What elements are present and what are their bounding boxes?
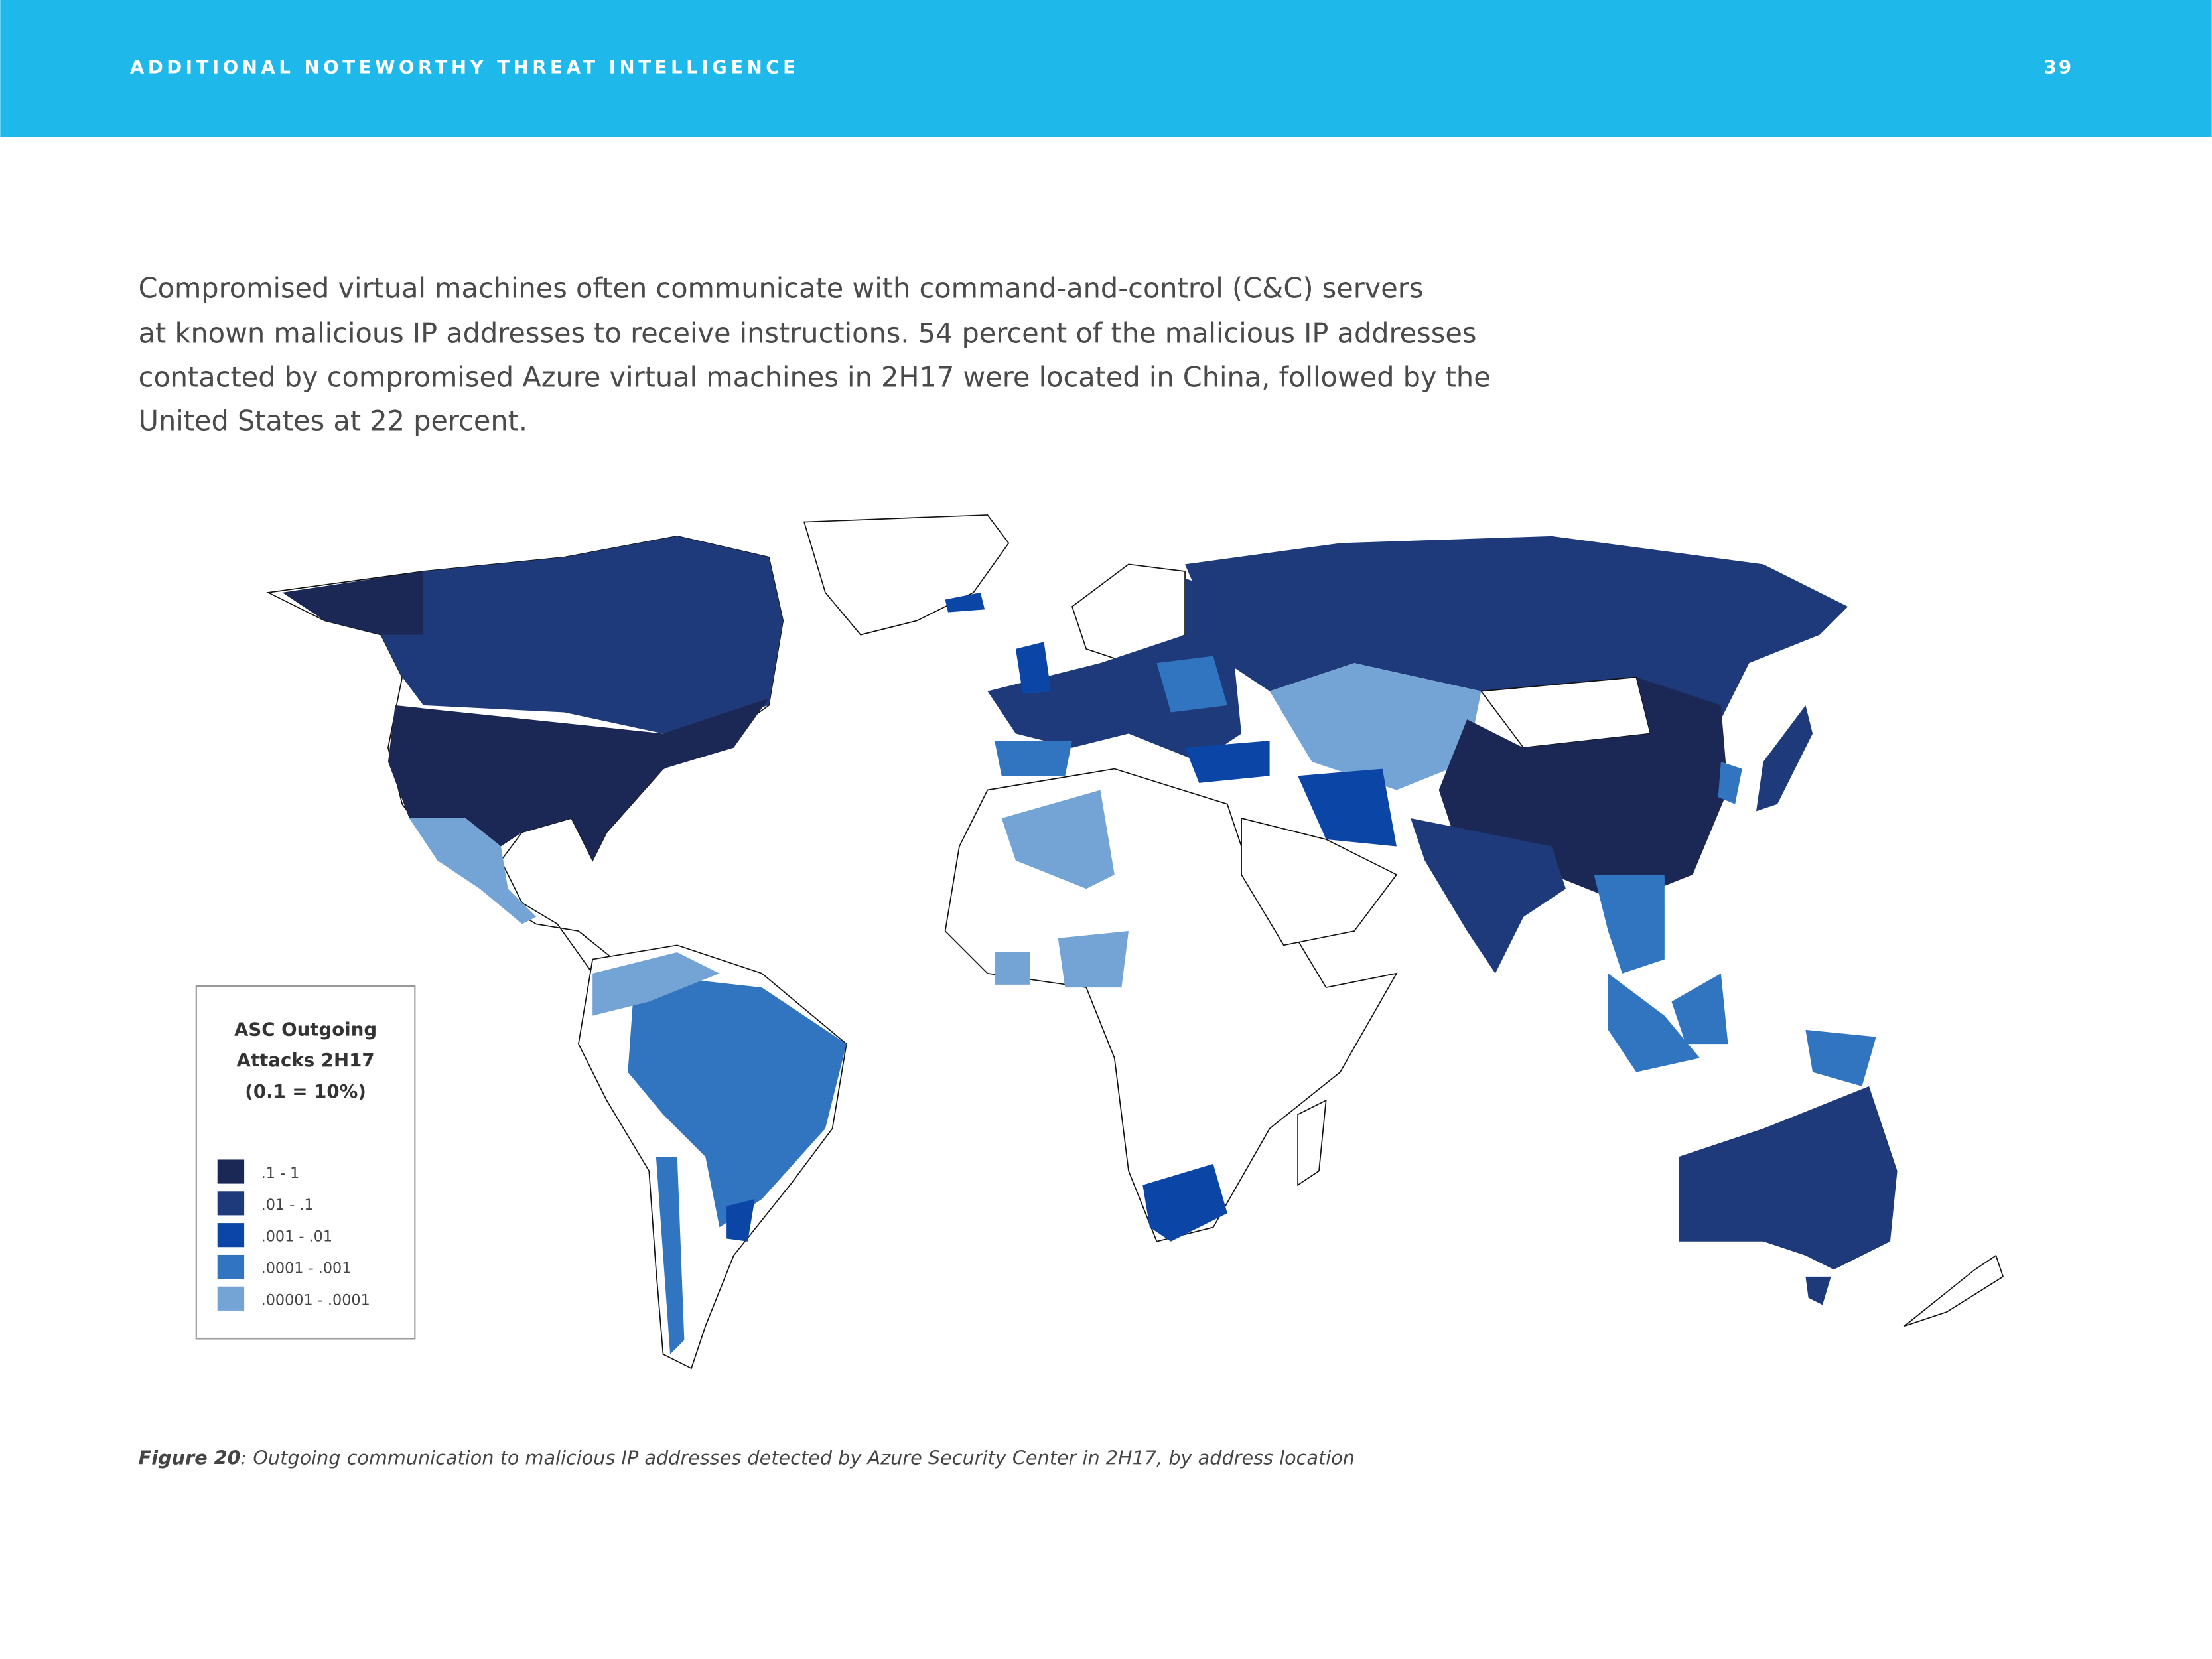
region — [1001, 790, 1115, 889]
header-band — [0, 0, 2212, 137]
region — [409, 818, 537, 924]
header-title: ADDITIONAL NOTEWORTHY THREAT INTELLIGENC… — [130, 56, 799, 78]
body-line: United States at 22 percent. — [139, 405, 527, 437]
legend-label: .01 - .1 — [261, 1196, 314, 1214]
legend-label: .00001 - .0001 — [261, 1291, 370, 1309]
body-line: Compromised virtual machines often commu… — [139, 273, 1424, 305]
caption: Figure 20: Outgoing communication to mal… — [139, 1447, 1355, 1469]
region — [1671, 973, 1728, 1045]
region — [987, 578, 1242, 762]
region — [1608, 973, 1700, 1072]
region — [324, 536, 784, 734]
land — [803, 514, 1010, 636]
region — [628, 973, 847, 1228]
region — [656, 1157, 685, 1354]
body-line: at known malicious IP addresses to recei… — [139, 318, 1477, 350]
region — [1411, 818, 1566, 974]
legend-swatch — [217, 1254, 245, 1279]
region — [945, 592, 985, 613]
region — [1185, 741, 1270, 783]
legend-swatch — [217, 1223, 245, 1248]
caption-text: : Outgoing communication to malicious IP… — [241, 1447, 1355, 1469]
legend-title: ASC Outgoing Attacks 2H17 (0.1 = 10%) — [234, 1018, 377, 1102]
region — [1015, 642, 1052, 694]
region — [1058, 931, 1129, 988]
land — [1297, 1099, 1327, 1187]
land — [944, 768, 1398, 1242]
land — [1903, 1254, 2004, 1327]
region — [1756, 705, 1813, 812]
caption-label: Figure 20 — [139, 1447, 241, 1469]
region — [1594, 875, 1665, 974]
region — [1269, 663, 1482, 790]
region — [1805, 1029, 1876, 1086]
legend-swatch — [217, 1286, 245, 1311]
legend-label: .001 - .01 — [261, 1228, 332, 1246]
page-number: 39 — [2044, 56, 2074, 78]
region — [995, 741, 1072, 776]
region — [726, 1198, 755, 1242]
region — [1679, 1086, 1898, 1270]
legend: ASC Outgoing Attacks 2H17 (0.1 = 10%) .1 -… — [195, 985, 416, 1340]
region — [282, 571, 424, 635]
body-text: Compromised virtual machines often commu… — [139, 273, 1491, 437]
region — [1156, 656, 1227, 713]
region — [995, 952, 1030, 985]
region — [1142, 1163, 1227, 1242]
world-map — [266, 514, 2004, 1370]
region — [1185, 536, 1848, 720]
region — [1805, 1276, 1831, 1305]
region — [387, 698, 769, 861]
legend-swatch — [217, 1191, 245, 1216]
region — [592, 952, 720, 1016]
legend-label: .0001 - .001 — [261, 1260, 352, 1277]
legend-items: .1 - 1 .01 - .1 .001 - .01 .0001 - .001 .000… — [217, 1159, 370, 1311]
body-line: contacted by compromised Azure virtual m… — [139, 361, 1491, 393]
legend-title-line: Attacks 2H17 — [237, 1049, 375, 1071]
legend-label: .1 - 1 — [261, 1165, 300, 1182]
legend-swatch — [217, 1159, 245, 1184]
legend-title-line: (0.1 = 10%) — [245, 1080, 366, 1102]
region — [1718, 761, 1742, 804]
legend-title-line: ASC Outgoing — [234, 1018, 377, 1040]
region — [1298, 768, 1397, 847]
